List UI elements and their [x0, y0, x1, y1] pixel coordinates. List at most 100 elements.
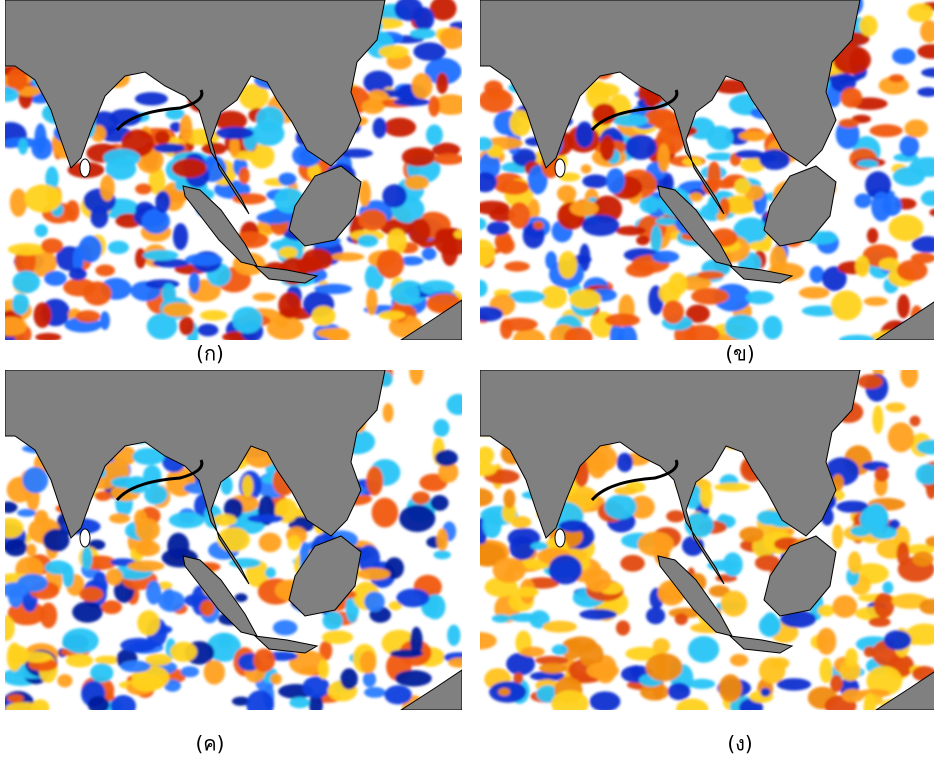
anomaly-blob [920, 190, 934, 206]
anomaly-blob [246, 690, 275, 710]
anomaly-blob [330, 252, 365, 262]
anomaly-blob [919, 598, 934, 615]
anomaly-blob [238, 167, 250, 185]
map-panel [480, 370, 934, 710]
land-asia [480, 0, 861, 215]
anomaly-blob [382, 184, 407, 208]
anomaly-blob [448, 657, 462, 668]
anomaly-blob [911, 236, 934, 253]
land-australia [875, 671, 934, 710]
anomaly-blob [340, 148, 373, 158]
anomaly-blob [18, 138, 28, 155]
anomaly-blob [847, 551, 862, 574]
anomaly-blob [41, 238, 63, 254]
anomaly-blob [404, 175, 429, 190]
anomaly-blob [494, 231, 513, 252]
anomaly-blob [31, 136, 53, 160]
anomaly-blob [486, 221, 510, 236]
anomaly-blob [120, 637, 157, 653]
anomaly-blob [830, 290, 863, 321]
anomaly-blob [432, 142, 461, 157]
anomaly-blob [564, 326, 593, 340]
anomaly-blob [62, 628, 99, 654]
anomaly-blob [439, 27, 462, 50]
anomaly-blob [581, 214, 620, 237]
anomaly-blob [399, 256, 424, 266]
anomaly-blob [920, 20, 934, 43]
anomaly-blob [907, 3, 934, 23]
map-panel [480, 0, 934, 340]
anomaly-blob [109, 513, 131, 524]
anomaly-blob [165, 108, 185, 120]
anomaly-blob [917, 44, 934, 59]
land-java [728, 635, 794, 654]
anomaly-blob [340, 668, 358, 690]
anomaly-blob [929, 208, 934, 217]
anomaly-blob [780, 610, 817, 628]
anomaly-blob [408, 218, 431, 245]
anomaly-blob [480, 306, 503, 322]
anomaly-blob [699, 484, 713, 509]
anomaly-blob [873, 592, 895, 618]
anomaly-blob [606, 168, 625, 194]
anomaly-blob [667, 682, 691, 701]
anomaly-blob [845, 648, 858, 667]
anomaly-blob [132, 448, 166, 465]
anomaly-blob [798, 286, 830, 299]
anomaly-blob [5, 517, 24, 539]
anomaly-blob [5, 615, 15, 642]
anomaly-blob [127, 560, 165, 572]
anomaly-blob [480, 488, 494, 507]
anomaly-blob [5, 538, 28, 557]
anomaly-blob [866, 666, 903, 696]
anomaly-blob [223, 498, 243, 520]
land-australia [400, 299, 462, 340]
anomaly-blob [424, 594, 446, 620]
anomaly-blob [882, 195, 902, 216]
anomaly-blob [26, 543, 37, 557]
anomaly-blob [724, 314, 759, 340]
anomaly-blob [434, 449, 458, 467]
anomaly-blob [87, 696, 110, 710]
anomaly-blob [604, 494, 637, 520]
anomaly-blob [99, 311, 110, 330]
anomaly-blob [520, 646, 545, 657]
anomaly-blob [88, 539, 106, 550]
anomaly-blob [657, 143, 670, 173]
anomaly-blob [720, 590, 748, 617]
anomaly-blob [120, 660, 151, 673]
anomaly-blob [510, 516, 532, 529]
anomaly-blob [480, 218, 487, 230]
anomaly-blob [359, 650, 377, 674]
anomaly-blob [533, 221, 544, 230]
anomaly-blob [453, 230, 462, 239]
anomaly-blob [5, 87, 19, 102]
anomaly-blob [5, 582, 29, 598]
anomaly-blob [916, 439, 934, 455]
anomaly-blob [863, 692, 877, 710]
anomaly-blob [376, 249, 405, 279]
anomaly-blob [44, 270, 67, 286]
anomaly-blob [241, 475, 254, 497]
anomaly-blob [539, 662, 567, 674]
anomaly-blob [688, 678, 716, 689]
panel-caption: (ข) [725, 342, 754, 366]
anomaly-blob [832, 524, 844, 549]
anomaly-blob [503, 489, 516, 509]
anomaly-blob [492, 557, 526, 583]
anomaly-blob [378, 45, 409, 59]
anomaly-blob [874, 467, 889, 482]
anomaly-blob [587, 450, 608, 479]
anomaly-blob [857, 689, 890, 698]
anomaly-blob [921, 67, 934, 78]
anomaly-blob [856, 159, 879, 168]
anomaly-blob [366, 466, 384, 496]
anomaly-blob [569, 200, 599, 217]
anomaly-blob [94, 655, 120, 665]
anomaly-blob [580, 164, 592, 174]
anomaly-blob [434, 228, 462, 256]
anomaly-blob [691, 288, 729, 305]
anomaly-blob [135, 183, 152, 195]
panel-caption: (ก) [196, 342, 224, 366]
